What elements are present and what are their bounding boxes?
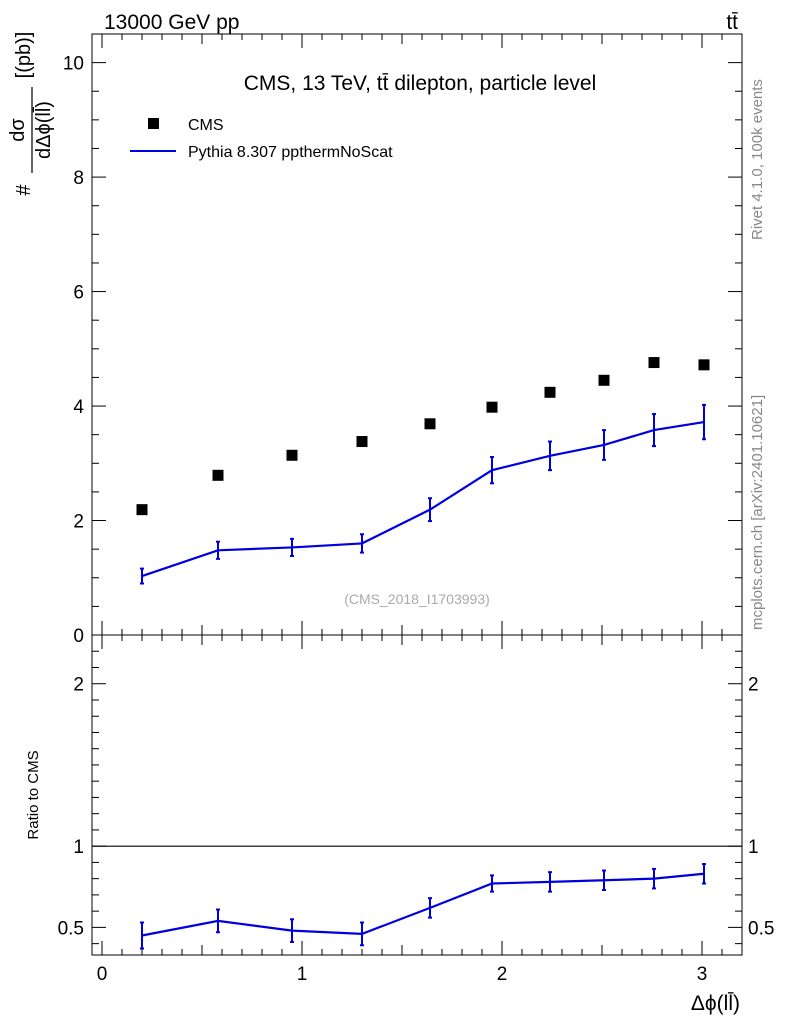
y-label-hash: # (13, 184, 35, 196)
ratio-y-tick-label: 2 (73, 675, 84, 696)
ratio-y-tick-label-right: 1 (748, 837, 759, 858)
cms-data-point (598, 374, 610, 386)
rivet-version-label: Rivet 4.1.0, 100k events (749, 79, 766, 240)
ratio-y-tick-label: 1 (73, 837, 84, 858)
x-axis-label: Δϕ(ll̄) (691, 991, 740, 1015)
ratio-y-tick-label-right: 2 (748, 675, 759, 696)
chart-title: CMS, 13 TeV, tt̄ dilepton, particle leve… (244, 72, 597, 95)
source-label: mcplots.cern.ch [arXiv:2401.10621] (749, 395, 766, 630)
chart-marks: 0 2 4 6 8 10 0 1 2 3 0.5 0.5 1 1 2 2 (58, 33, 774, 985)
ratio-y-tick-label-right: 0.5 (748, 918, 774, 939)
cms-data-point (648, 357, 660, 369)
ratio-plot-frame (91, 634, 743, 956)
cms-data-point (286, 449, 298, 461)
legend-label-pythia: Pythia 8.307 ppthermNoScat (188, 144, 393, 161)
x-tick-label: 3 (697, 964, 708, 985)
y-label-numerator: dσ (7, 118, 29, 142)
main-y-tick-label: 2 (73, 512, 84, 533)
analysis-watermark: (CMS_2018_I1703993) (344, 591, 490, 607)
ratio-series-line (141, 872, 705, 937)
main-y-tick-label: 8 (73, 168, 84, 189)
legend-marker-cms (148, 118, 159, 129)
x-tick-label: 1 (297, 964, 308, 985)
cms-data-point (424, 418, 436, 430)
main-y-tick-label: 6 (73, 283, 84, 304)
legend-label-cms: CMS (188, 117, 224, 134)
y-label-units: [(pb)] (13, 32, 35, 79)
main-y-axis-label: # dσ dΔϕ(ll̄) [(pb)] (7, 32, 55, 196)
cms-data-point (544, 386, 556, 398)
energy-label: 13000 GeV pp (104, 11, 239, 34)
x-tick-label: 0 (97, 964, 108, 985)
main-y-tick-label: 10 (63, 54, 84, 75)
y-label-denominator: dΔϕ(ll̄) (32, 101, 55, 159)
ratio-y-axis-label: Ratio to CMS (25, 750, 42, 839)
cms-data-point (136, 504, 148, 516)
cms-data-point (356, 436, 368, 448)
pythia-series-line (141, 420, 705, 578)
main-y-tick-label: 0 (73, 626, 84, 647)
cms-data-point (698, 359, 710, 371)
process-label: tt̄ (726, 11, 738, 34)
x-tick-label: 2 (497, 964, 508, 985)
ratio-y-tick-label: 0.5 (58, 918, 84, 939)
legend: CMS Pythia 8.307 ppthermNoScat (130, 117, 393, 161)
cms-data-point (212, 469, 224, 481)
cms-data-point (486, 401, 498, 413)
main-y-tick-label: 4 (73, 397, 84, 418)
